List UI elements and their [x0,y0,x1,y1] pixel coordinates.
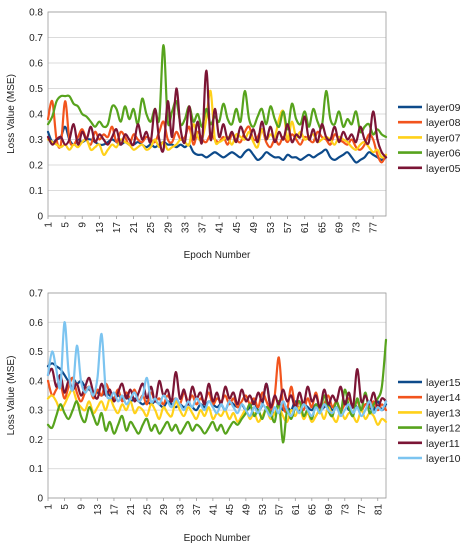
legend-label: layer06 [426,148,461,160]
plot-frame [47,292,387,499]
x-tick-label: 29 [159,504,170,516]
legend-label: layer08 [426,117,461,129]
series-line-layer11 [46,367,388,409]
series-line-layer05 [46,69,388,159]
x-tick-label: 73 [340,504,351,516]
x-tick-label: 41 [215,222,226,234]
x-tick-label: 9 [76,504,87,510]
x-tick-label: 17 [109,504,120,516]
legend-label: layer14 [426,392,461,404]
x-tick-label: 69 [324,504,335,516]
series-lines [46,321,388,444]
x-tick-label: 69 [334,222,345,234]
legend-label: layer07 [426,132,461,144]
x-tick-label: 57 [283,222,294,234]
x-tick-label: 65 [307,504,318,516]
y-tick-labels: 0 0.1 0.2 0.3 0.4 0.5 0.6 0.7 [29,289,43,505]
x-tick-label: 57 [274,504,285,516]
x-axis-title: Epoch Number [184,533,251,544]
x-tick-label: 33 [180,222,191,234]
x-tick-label: 9 [78,222,89,228]
y-tick-label: 0.1 [29,464,43,475]
legend-label: layer12 [426,423,461,435]
y-tick-label: 0.5 [29,347,43,358]
y-axis-title: Loss Value (MSE) [6,356,17,436]
series-lines [46,44,388,164]
x-tick-label: 77 [357,504,368,516]
legend-label: layer05 [426,163,461,175]
x-tick-label: 33 [175,504,186,516]
legend-label: layer11 [426,438,460,450]
y-tick-label: 0.2 [29,435,43,446]
x-tick-labels: 1 5 9 13 17 21 25 29 33 37 41 45 49 53 57 61 65 69 73 77 81 [44,498,384,516]
x-tick-label: 5 [60,504,71,510]
x-tick-label: 81 [373,504,384,516]
x-tick-label: 49 [241,504,252,516]
y-tick-label: 0.1 [29,186,43,197]
x-tick-label: 29 [163,222,174,234]
x-axis-title: Epoch Number [184,250,251,261]
y-tick-label: 0.2 [29,161,43,172]
legend-label: layer09 [426,102,461,114]
legend: layer15 layer14 layer13 layer12 layer11 layer… [398,377,461,465]
x-tick-label: 21 [129,222,140,234]
y-tick-label: 0 [37,494,43,505]
chart-top: 0 0.1 0.2 0.3 0.4 0.5 0.6 0.7 0.8 1 5 9 13 17 21 25 29 3… [6,8,461,262]
y-tick-label: 0.4 [29,110,43,121]
x-tick-label: 25 [146,222,157,234]
x-tick-label: 37 [198,222,209,234]
legend: layer09 layer08 layer07 layer06 layer05 [398,102,461,175]
series-line-layer09 [46,125,388,164]
x-tick-label: 65 [317,222,328,234]
x-tick-label: 1 [44,222,55,228]
series-line-layer10 [46,321,388,418]
y-tick-label: 0.7 [29,33,43,44]
series-line-layer12 [46,338,388,444]
x-tick-label: 25 [142,504,153,516]
x-tick-label: 21 [126,504,137,516]
x-tick-label: 1 [44,504,55,510]
x-tick-labels: 1 5 9 13 17 21 25 29 33 37 41 45 49 53 57 61 65 69 73 77 [44,216,380,233]
y-tick-label: 0.3 [29,135,43,146]
y-tick-label: 0.6 [29,59,43,70]
x-tick-label: 5 [61,222,72,228]
y-tick-label: 0 [37,212,43,223]
x-tick-label: 13 [95,222,106,234]
x-tick-label: 61 [300,222,311,234]
x-tick-label: 77 [369,222,380,234]
y-axis-title: Loss Value (MSE) [6,74,17,154]
x-tick-label: 13 [93,504,104,516]
y-tick-labels: 0 0.1 0.2 0.3 0.4 0.5 0.6 0.7 0.8 [29,8,43,223]
y-tick-label: 0.4 [29,376,43,387]
y-tick-label: 0.5 [29,84,43,95]
x-tick-label: 45 [225,504,236,516]
y-tick-label: 0.7 [29,289,43,300]
x-tick-label: 61 [291,504,302,516]
series-line-layer08 [46,99,388,164]
x-tick-label: 49 [249,222,260,234]
chart-bottom: 0 0.1 0.2 0.3 0.4 0.5 0.6 0.7 1 5 9 13 17 21 25 29 33 37… [6,289,461,545]
x-tick-label: 17 [112,222,123,234]
legend-label: layer15 [426,377,461,389]
legend-label: layer10 [426,453,461,465]
legend-label: layer13 [426,407,461,419]
y-tick-label: 0.6 [29,318,43,329]
x-tick-label: 37 [192,504,203,516]
x-tick-label: 73 [352,222,363,234]
y-tick-label: 0.3 [29,406,43,417]
x-tick-label: 53 [266,222,277,234]
x-tick-label: 53 [258,504,269,516]
x-tick-label: 41 [208,504,219,516]
x-tick-label: 45 [232,222,243,234]
y-tick-label: 0.8 [29,8,43,19]
